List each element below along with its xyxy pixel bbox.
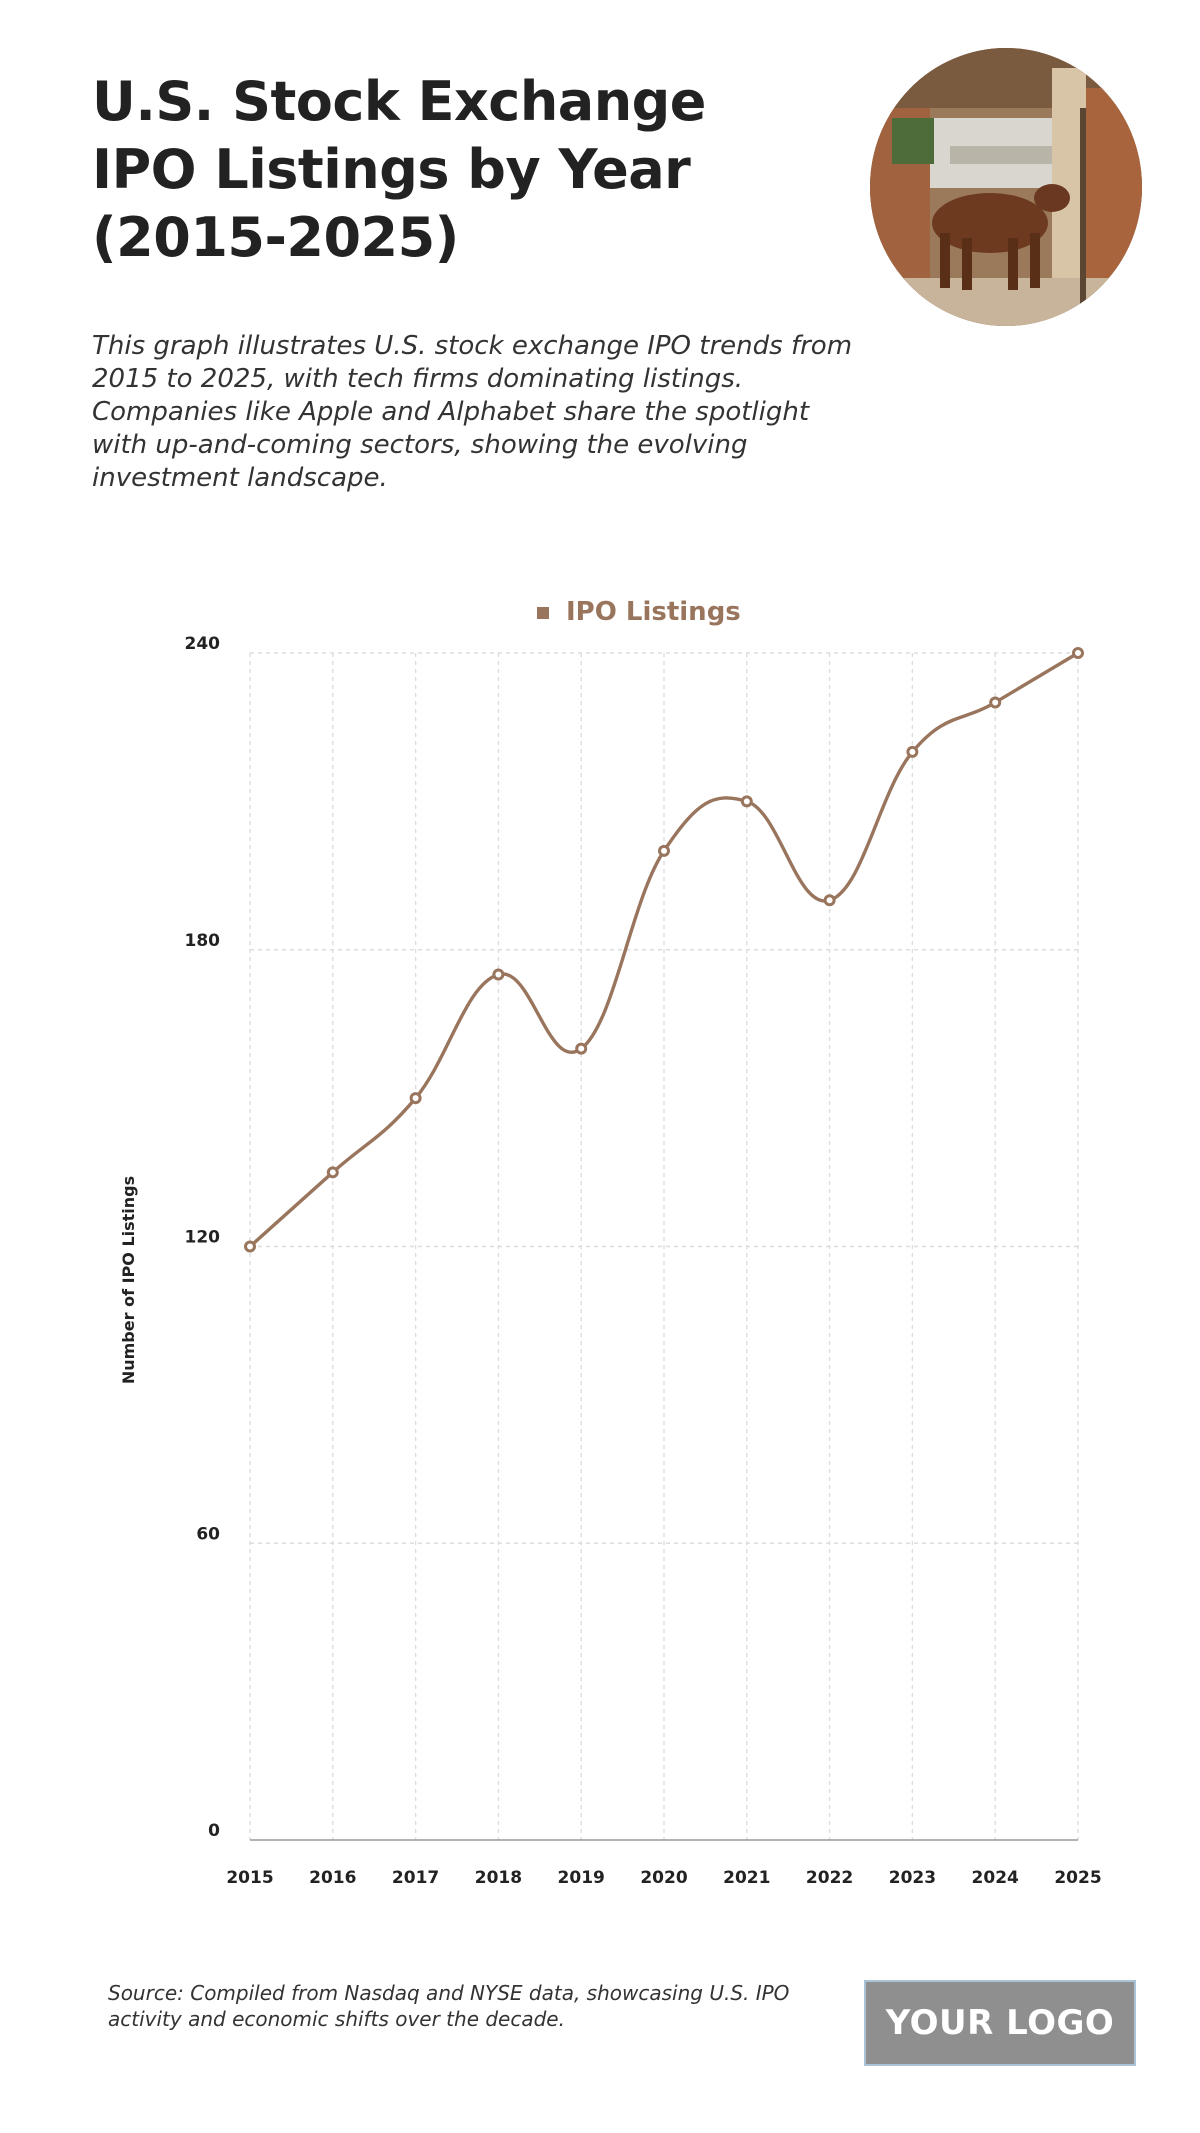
data-point <box>823 894 836 907</box>
x-tick-label: 2019 <box>558 1868 605 1888</box>
header-photo <box>870 48 1142 326</box>
x-tick-label: 2022 <box>806 1868 853 1888</box>
y-tick-label: 120 <box>185 1228 221 1248</box>
data-point <box>740 795 753 808</box>
y-tick-label: 240 <box>185 634 221 654</box>
x-tick-labels: 2015 2016 2017 2018 2019 2020 2021 2022 2023 2024… <box>226 1868 1101 1888</box>
x-tick-label: 2021 <box>723 1868 770 1888</box>
x-tick-label: 2017 <box>392 1868 439 1888</box>
cow-photo-illustration <box>870 48 1142 326</box>
y-tick-label: 60 <box>196 1524 220 1544</box>
data-point <box>409 1092 422 1105</box>
x-tick-label: 2020 <box>640 1868 687 1888</box>
legend-swatch <box>537 607 549 619</box>
x-tick-label: 2016 <box>309 1868 356 1888</box>
line-chart: 0 60 120 180 240 2015 2016 2017 2018 2019 2020 202… <box>0 590 1200 1910</box>
logo-placeholder: YOUR LOGO <box>864 1980 1136 2066</box>
y-tick-label: 180 <box>185 931 221 951</box>
page-title: U.S. Stock Exchange IPO Listings by Year… <box>92 70 706 269</box>
data-point <box>244 1240 256 1253</box>
x-tick-label: 2025 <box>1054 1868 1101 1888</box>
data-point <box>658 844 670 857</box>
x-tick-label: 2018 <box>475 1868 522 1888</box>
y-tick-labels: 0 60 120 180 240 <box>185 634 221 1841</box>
data-point <box>575 1042 588 1055</box>
data-points <box>244 647 1084 1253</box>
chart-canvas: 0 60 120 180 240 2015 2016 2017 2018 2019 2020 202… <box>119 597 1102 1888</box>
data-point <box>492 968 505 981</box>
page-subtitle: This graph illustrates U.S. stock exchan… <box>92 331 853 493</box>
x-tick-label: 2024 <box>972 1868 1019 1888</box>
data-point <box>989 696 1002 709</box>
legend-label: IPO Listings <box>566 597 741 627</box>
y-tick-label: 0 <box>208 1821 220 1841</box>
gridlines <box>249 652 1079 1840</box>
data-point <box>326 1166 339 1179</box>
legend: IPO Listings <box>537 597 741 627</box>
x-tick-label: 2023 <box>889 1868 936 1888</box>
data-point <box>1072 647 1084 659</box>
x-tick-label: 2015 <box>226 1868 273 1888</box>
source-note: Source: Compiled from Nasdaq and NYSE da… <box>108 1981 790 2031</box>
y-axis-title: Number of IPO Listings <box>119 1176 138 1384</box>
data-point <box>906 745 919 758</box>
